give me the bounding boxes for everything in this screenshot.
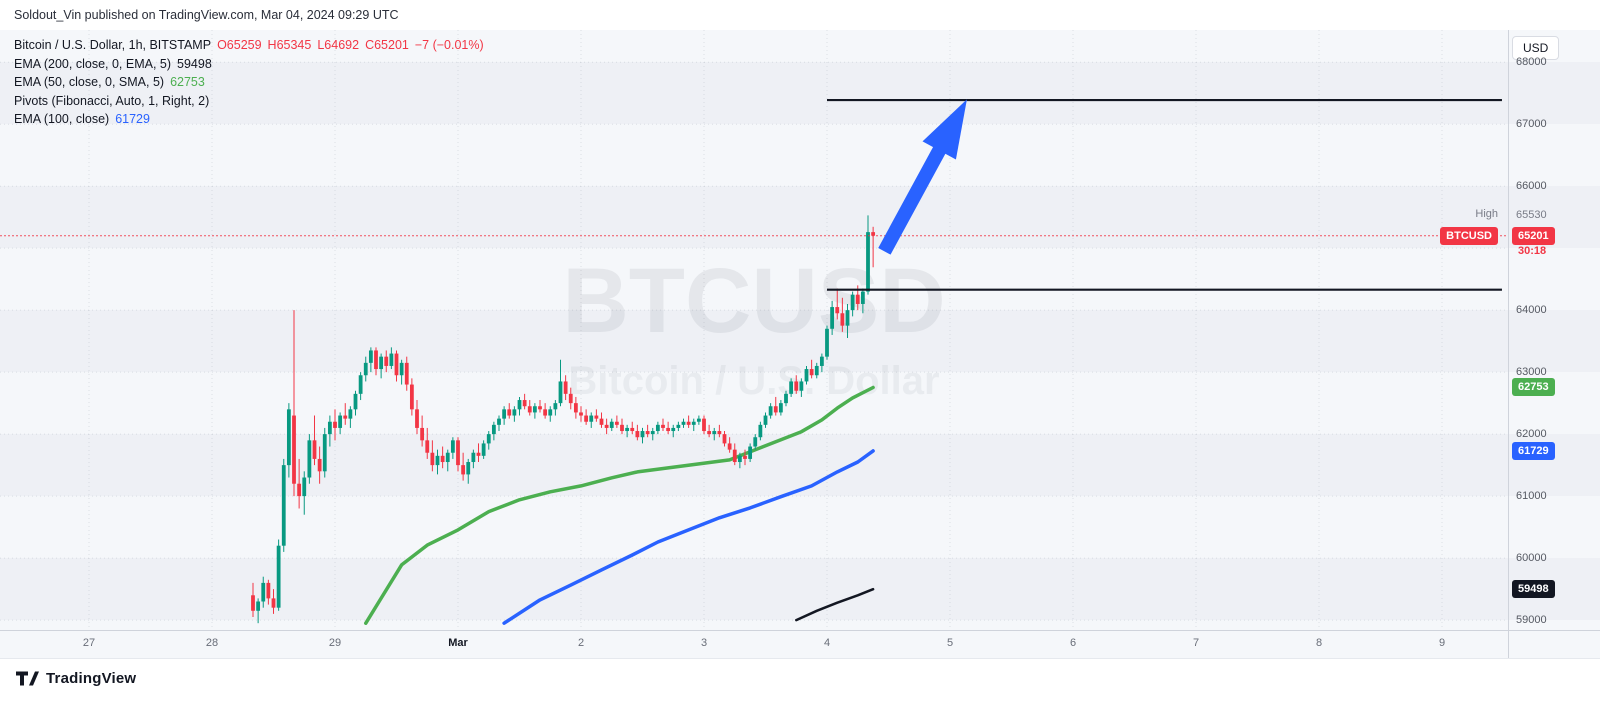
time-axis[interactable]: 27 28 29 Mar 2 3 4 5 6 7 8 9 [0,630,1508,658]
price-tick: 63000 [1516,366,1547,379]
symbol-title: Bitcoin / U.S. Dollar, 1h, BITSTAMP [14,38,212,52]
chart-background [0,30,1600,658]
open-value: O65259 [217,38,262,52]
time-tick: Mar [448,637,468,649]
tradingview-logo-icon [16,671,39,686]
trend-arrow[interactable] [878,99,967,255]
time-tick: 5 [946,637,954,649]
symbol-legend-row[interactable]: Bitcoin / U.S. Dollar, 1h, BITSTAMP O652… [14,36,484,55]
tradingview-logo-link[interactable]: TradingView [16,670,136,687]
price-tick: 62000 [1516,428,1547,441]
ema100-line[interactable] [502,449,875,625]
tradingview-brand-text: TradingView [46,670,137,687]
change-value: −7 (−0.01%) [414,38,484,52]
price-tick: 67000 [1516,118,1547,131]
currency-usd-button[interactable]: USD [1512,36,1560,60]
indicator-price-badge: 62753 [1512,378,1555,397]
indicator-label: Pivots (Fibonacci, Auto, 1, Right, 2) [14,93,210,108]
price-tick: 60000 [1516,552,1547,565]
published-note: Soldout_Vin published on TradingView.com… [0,0,1600,30]
indicator-legend-row[interactable]: EMA (200, close, 0, EMA, 5) 59498 [14,55,484,74]
indicator-price-badge: 61729 [1512,441,1555,460]
price-tick: 68000 [1516,56,1547,69]
time-tick: 29 [328,637,342,649]
time-tick: 8 [1315,637,1323,649]
ema-lines[interactable] [364,385,875,625]
footer-separator [0,658,1600,659]
indicator-label: EMA (50, close, 0, SMA, 5) [14,75,165,89]
time-tick: 6 [1069,637,1077,649]
time-tick: 28 [205,637,219,649]
indicator-label: EMA (200, close, 0, EMA, 5) [14,56,172,71]
indicator-legend: EMA (200, close, 0, EMA, 5) 59498 EMA (50,… [14,55,484,129]
candles [251,215,876,624]
indicator-legend-row[interactable]: EMA (100, close) 61729 [14,110,484,129]
watermark: BTCUSD Bitcoin / U.S. Dollar [562,250,945,403]
indicator-price-badge: 59498 [1512,580,1555,599]
watermark-description: Bitcoin / U.S. Dollar [568,359,939,403]
high-price-value: 65530 [1516,209,1547,222]
high-value: H65345 [267,38,312,52]
price-tick: 59000 [1516,614,1547,627]
time-axis-separator [0,630,1600,631]
chart-pane[interactable]: BTCUSD Bitcoin / U.S. Dollar Bitcoin / U… [0,30,1508,630]
close-value: C65201 [365,38,409,52]
indicator-value: 59498 [177,56,212,71]
drawings[interactable] [0,98,1508,291]
time-tick: 9 [1438,637,1446,649]
footer: TradingView [0,659,1600,707]
last-price-badge: 65201 [1512,226,1555,245]
price-axis-separator [1508,30,1509,658]
chart-canvas[interactable]: BTCUSD Bitcoin / U.S. Dollar [0,30,1508,630]
low-value: L64692 [317,38,360,52]
ema200-line[interactable] [795,587,875,622]
time-tick: 4 [823,637,831,649]
time-tick: 27 [82,637,96,649]
indicator-legend-row[interactable]: Pivots (Fibonacci, Auto, 1, Right, 2) [14,92,484,111]
ema50_sma5-line[interactable] [364,385,875,625]
watermark-symbol: BTCUSD [562,250,945,352]
indicator-legend-row[interactable]: EMA (50, close, 0, SMA, 5) 62753 [14,73,484,92]
indicator-value: 61729 [115,112,150,126]
price-tick: 66000 [1516,180,1547,193]
indicator-value: 62753 [170,75,205,89]
time-tick: 3 [700,637,708,649]
symbol-price-badge: BTCUSD [1440,226,1498,245]
price-axis[interactable]: USD 68000 67000 66000 64000 63000 62000 61000 6… [1509,30,1600,630]
price-tick: 64000 [1516,304,1547,317]
legend: Bitcoin / U.S. Dollar, 1h, BITSTAMP O652… [14,36,484,129]
bar-countdown: 30:18 [1518,244,1547,257]
high-label: High [1475,208,1498,221]
price-tick: 61000 [1516,490,1547,503]
time-tick: 2 [577,637,585,649]
indicator-label: EMA (100, close) [14,112,110,126]
time-tick: 7 [1192,637,1200,649]
